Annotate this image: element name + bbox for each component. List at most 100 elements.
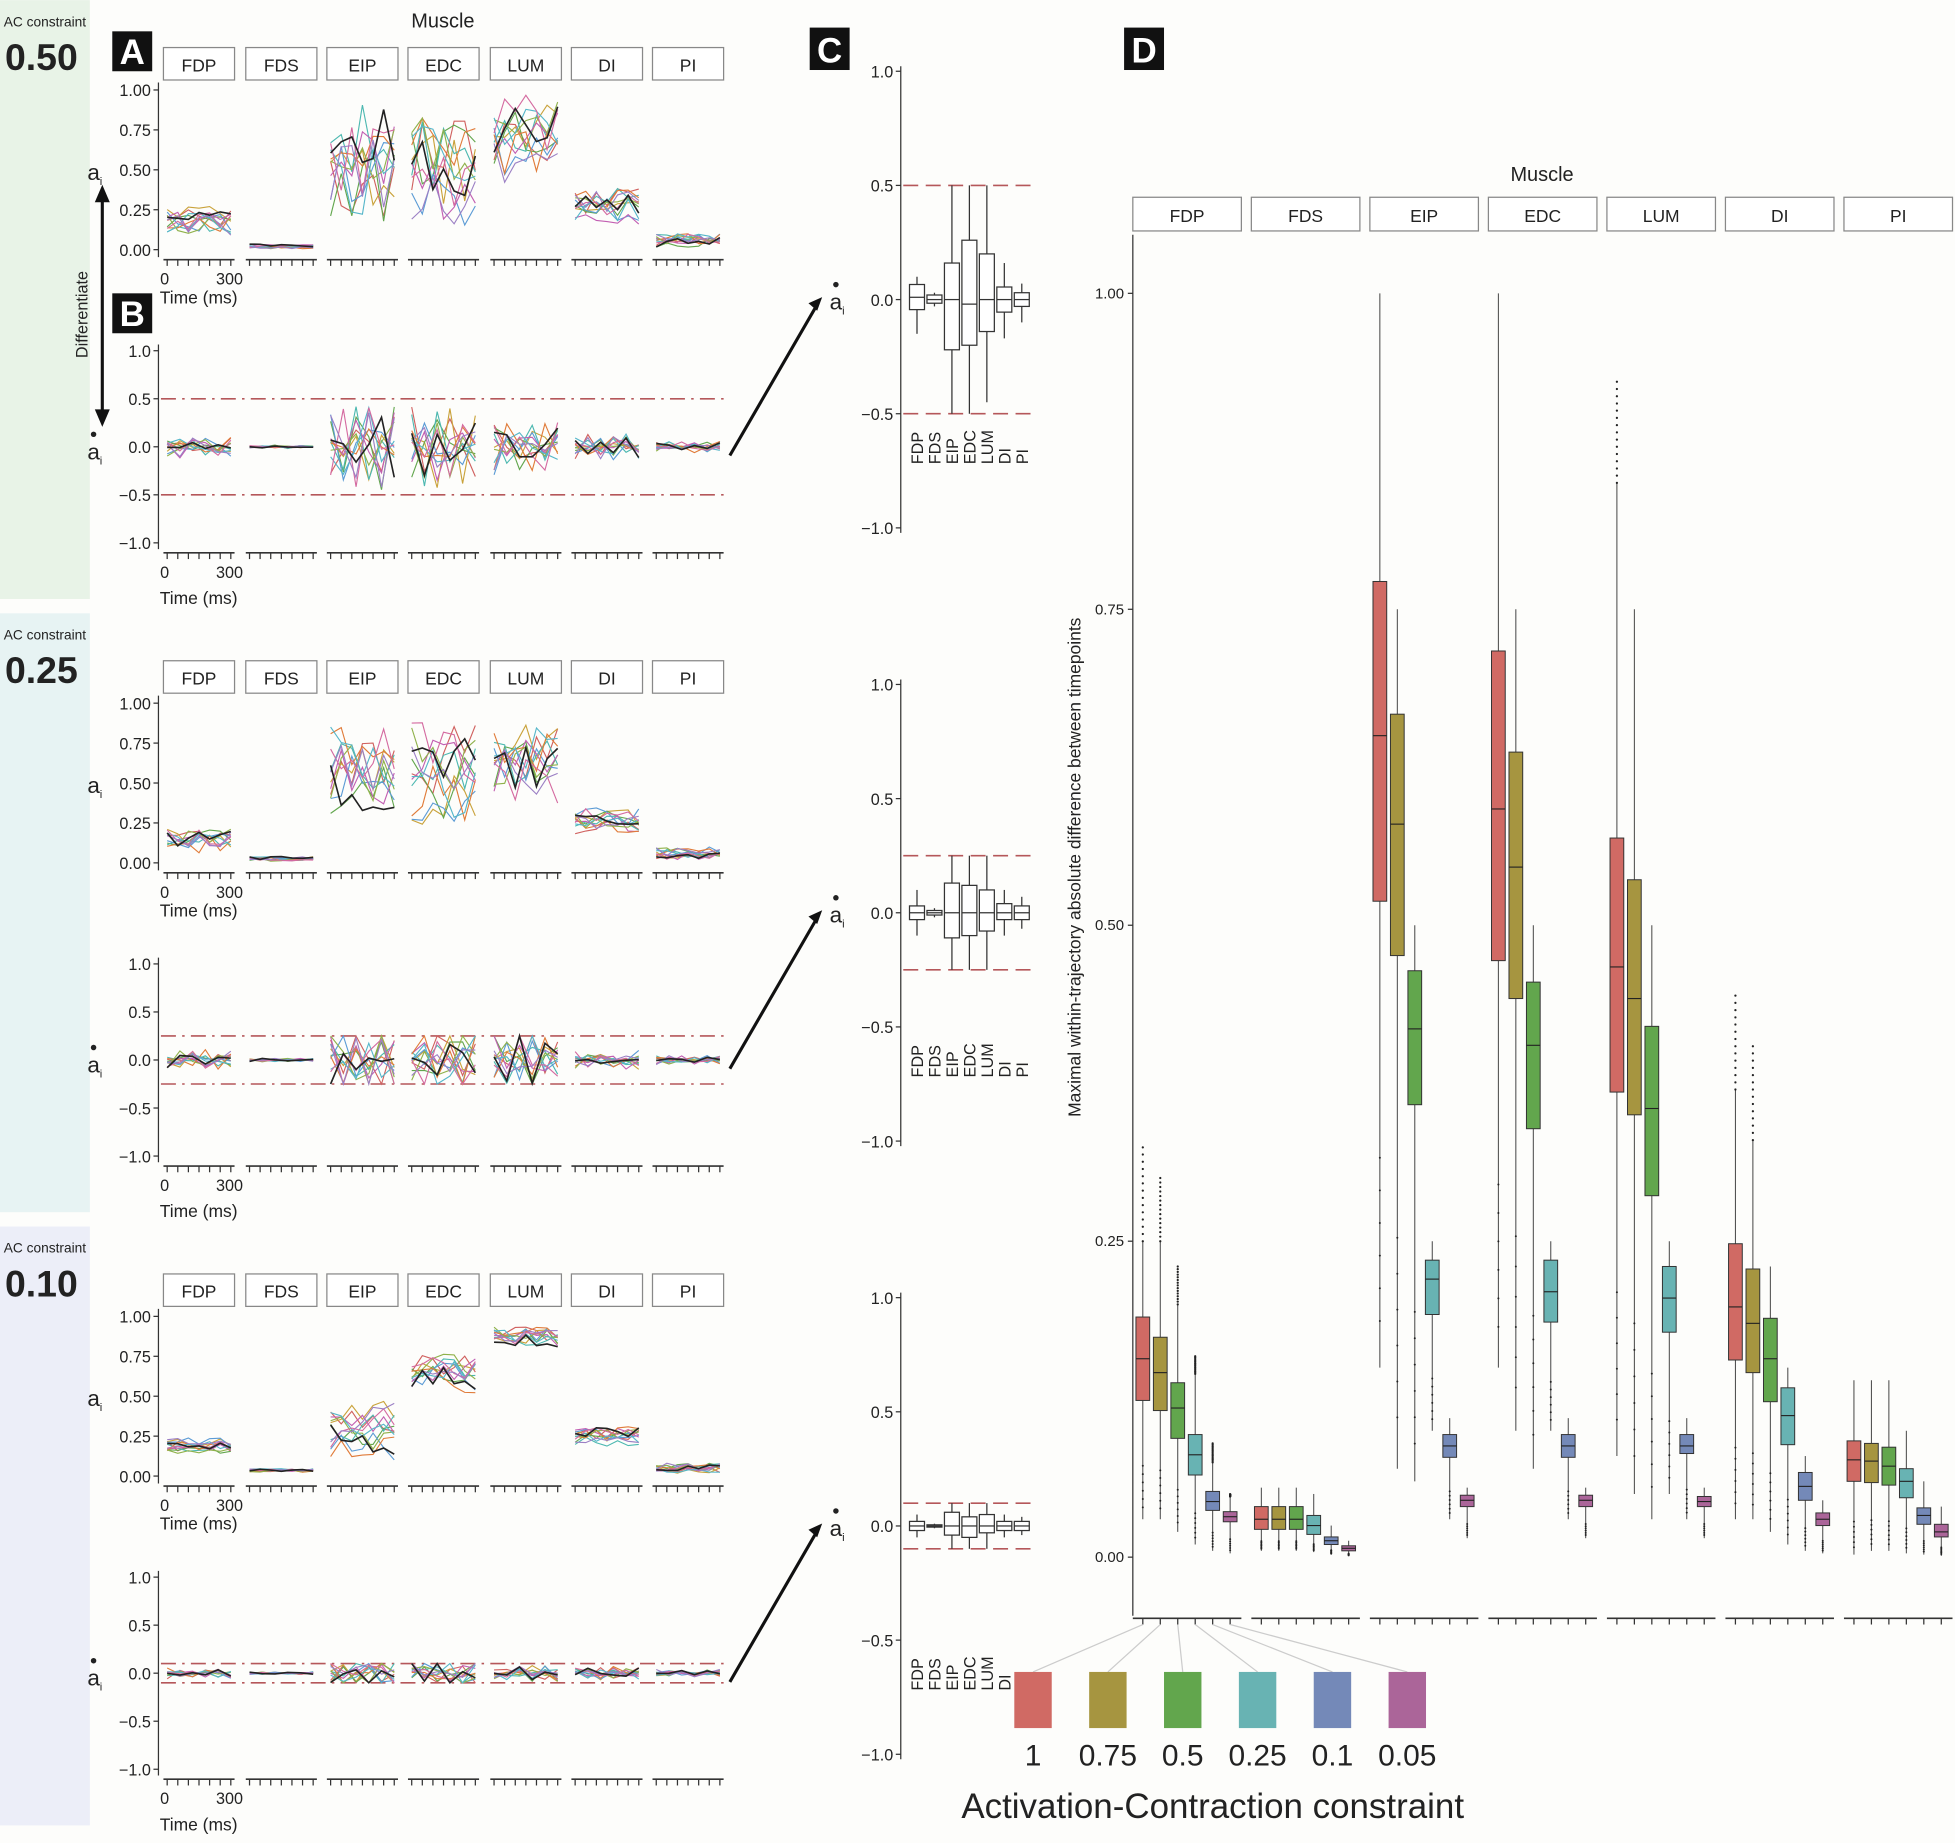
activation-trace bbox=[493, 1326, 559, 1339]
d-outlier bbox=[1769, 1517, 1772, 1520]
d-outlier bbox=[1584, 1525, 1587, 1528]
activation-trace bbox=[167, 1446, 231, 1454]
d-outlier bbox=[1751, 1483, 1754, 1486]
panel-label-d bbox=[1124, 27, 1165, 71]
strip-label: EDC bbox=[425, 55, 462, 75]
d-outlier bbox=[1905, 1531, 1908, 1534]
d-outlier bbox=[1751, 1124, 1755, 1127]
activation-trace bbox=[330, 754, 395, 801]
activation-trace bbox=[655, 1462, 721, 1471]
d-outlier bbox=[1141, 1498, 1144, 1501]
d-outlier bbox=[1211, 1531, 1214, 1534]
activation-trace bbox=[411, 774, 476, 825]
d-outlier bbox=[1176, 1295, 1179, 1298]
d-outlier bbox=[1194, 1521, 1197, 1524]
derivative-trace bbox=[329, 1052, 395, 1085]
adot-axis-subscript: i bbox=[100, 1682, 103, 1694]
strip-label: FDP bbox=[182, 55, 217, 75]
d-outlier bbox=[1668, 1454, 1671, 1457]
d-outlier bbox=[1194, 1536, 1197, 1539]
strip-label: FDP bbox=[182, 668, 217, 688]
d-outlier bbox=[1159, 1484, 1162, 1487]
a-axis-subscript: i bbox=[100, 1402, 103, 1414]
d-outlier bbox=[1615, 467, 1619, 470]
derivative-trace bbox=[410, 422, 477, 479]
activation-trace bbox=[493, 108, 559, 146]
activation-trace bbox=[330, 139, 395, 208]
strip-EIP bbox=[326, 660, 399, 694]
activation-trace bbox=[656, 1467, 720, 1474]
d-outlier bbox=[1734, 1045, 1737, 1048]
strip-DI bbox=[570, 1273, 644, 1308]
derivative-trace bbox=[493, 1046, 558, 1083]
d-box-PI-1 bbox=[1846, 1440, 1862, 1482]
c-box-DI bbox=[996, 903, 1013, 921]
c-y-tick-label: 0.0 bbox=[871, 1518, 894, 1536]
d-outlier bbox=[1396, 1380, 1399, 1383]
d-box-PI-0.1 bbox=[1916, 1507, 1932, 1525]
d-outlier bbox=[1229, 1493, 1232, 1496]
d-outlier bbox=[1615, 402, 1619, 405]
d-outlier bbox=[1141, 1506, 1144, 1509]
b-y-tick-label: −0.5 bbox=[119, 1713, 151, 1731]
time-tick-300: 300 bbox=[216, 1790, 243, 1808]
d-outlier bbox=[1584, 1534, 1587, 1537]
d-outlier bbox=[1870, 1523, 1873, 1526]
d-outlier bbox=[1378, 1287, 1381, 1290]
d-outlier bbox=[1141, 1232, 1144, 1236]
d-outlier bbox=[1141, 1211, 1144, 1214]
activation-trace bbox=[167, 834, 232, 854]
d-outlier bbox=[1769, 1490, 1772, 1493]
d-outlier bbox=[1448, 1503, 1451, 1506]
d-box-EIP-0.05 bbox=[1459, 1494, 1475, 1508]
time-tick-300: 300 bbox=[216, 271, 243, 289]
derivative-trace bbox=[411, 423, 476, 478]
derivative-trace bbox=[249, 445, 314, 449]
d-outlier bbox=[1141, 1182, 1144, 1185]
d-outlier bbox=[1567, 1503, 1570, 1506]
panel-letter-a: A bbox=[120, 33, 145, 72]
d-outlier bbox=[1852, 1541, 1855, 1544]
d-outlier bbox=[1685, 1507, 1688, 1510]
c-x-tick-label: FDS bbox=[927, 1658, 945, 1691]
d-outlier bbox=[1514, 1295, 1517, 1298]
d-outlier bbox=[1668, 1442, 1671, 1445]
derivative-trace bbox=[411, 1034, 476, 1086]
legend-label: 1 bbox=[1025, 1740, 1042, 1773]
d-box-FDS-1 bbox=[1253, 1506, 1269, 1530]
d-y-tick-label: 0.75 bbox=[1095, 601, 1124, 618]
time-axis-label: Time (ms) bbox=[160, 1514, 238, 1534]
d-box-FDP-0.5 bbox=[1170, 1382, 1186, 1439]
time-tick-300: 300 bbox=[216, 564, 243, 582]
d-outlier bbox=[1514, 1326, 1517, 1329]
d-outlier bbox=[1751, 1045, 1755, 1048]
d-outlier bbox=[1176, 1268, 1179, 1271]
activation-trace bbox=[493, 106, 559, 153]
a-axis-subscript: i bbox=[100, 176, 103, 188]
activation-trace bbox=[166, 831, 232, 848]
d-box-FDP-0.75 bbox=[1152, 1336, 1168, 1412]
c-x-tick-label: FDP bbox=[909, 432, 927, 464]
derivative-trace bbox=[411, 426, 476, 469]
d-outlier bbox=[1141, 1473, 1144, 1476]
derivative-trace bbox=[493, 1034, 558, 1073]
d-outlier bbox=[1466, 1525, 1469, 1528]
d-outlier bbox=[1887, 1520, 1890, 1523]
d-outlier bbox=[1176, 1495, 1179, 1498]
c-x-tick-label: FDS bbox=[927, 432, 945, 465]
adot-axis-label: a bbox=[87, 1666, 100, 1691]
d-outlier bbox=[1295, 1546, 1298, 1549]
c-axis-subscript: i bbox=[842, 306, 845, 318]
d-strip-FDP bbox=[1132, 196, 1242, 232]
strip-label: FDS bbox=[264, 55, 299, 75]
b-y-tick-label: 0.5 bbox=[128, 391, 151, 409]
dot-accent-icon bbox=[90, 1657, 97, 1664]
d-outlier bbox=[1786, 1512, 1789, 1515]
activation-trace bbox=[493, 758, 559, 804]
d-outlier bbox=[1229, 1538, 1232, 1541]
d-outlier bbox=[1786, 1519, 1789, 1522]
d-outlier bbox=[1159, 1176, 1162, 1180]
d-outlier bbox=[1176, 1265, 1179, 1268]
activation-trace bbox=[330, 1402, 395, 1443]
legend-label: 0.25 bbox=[1228, 1740, 1286, 1773]
